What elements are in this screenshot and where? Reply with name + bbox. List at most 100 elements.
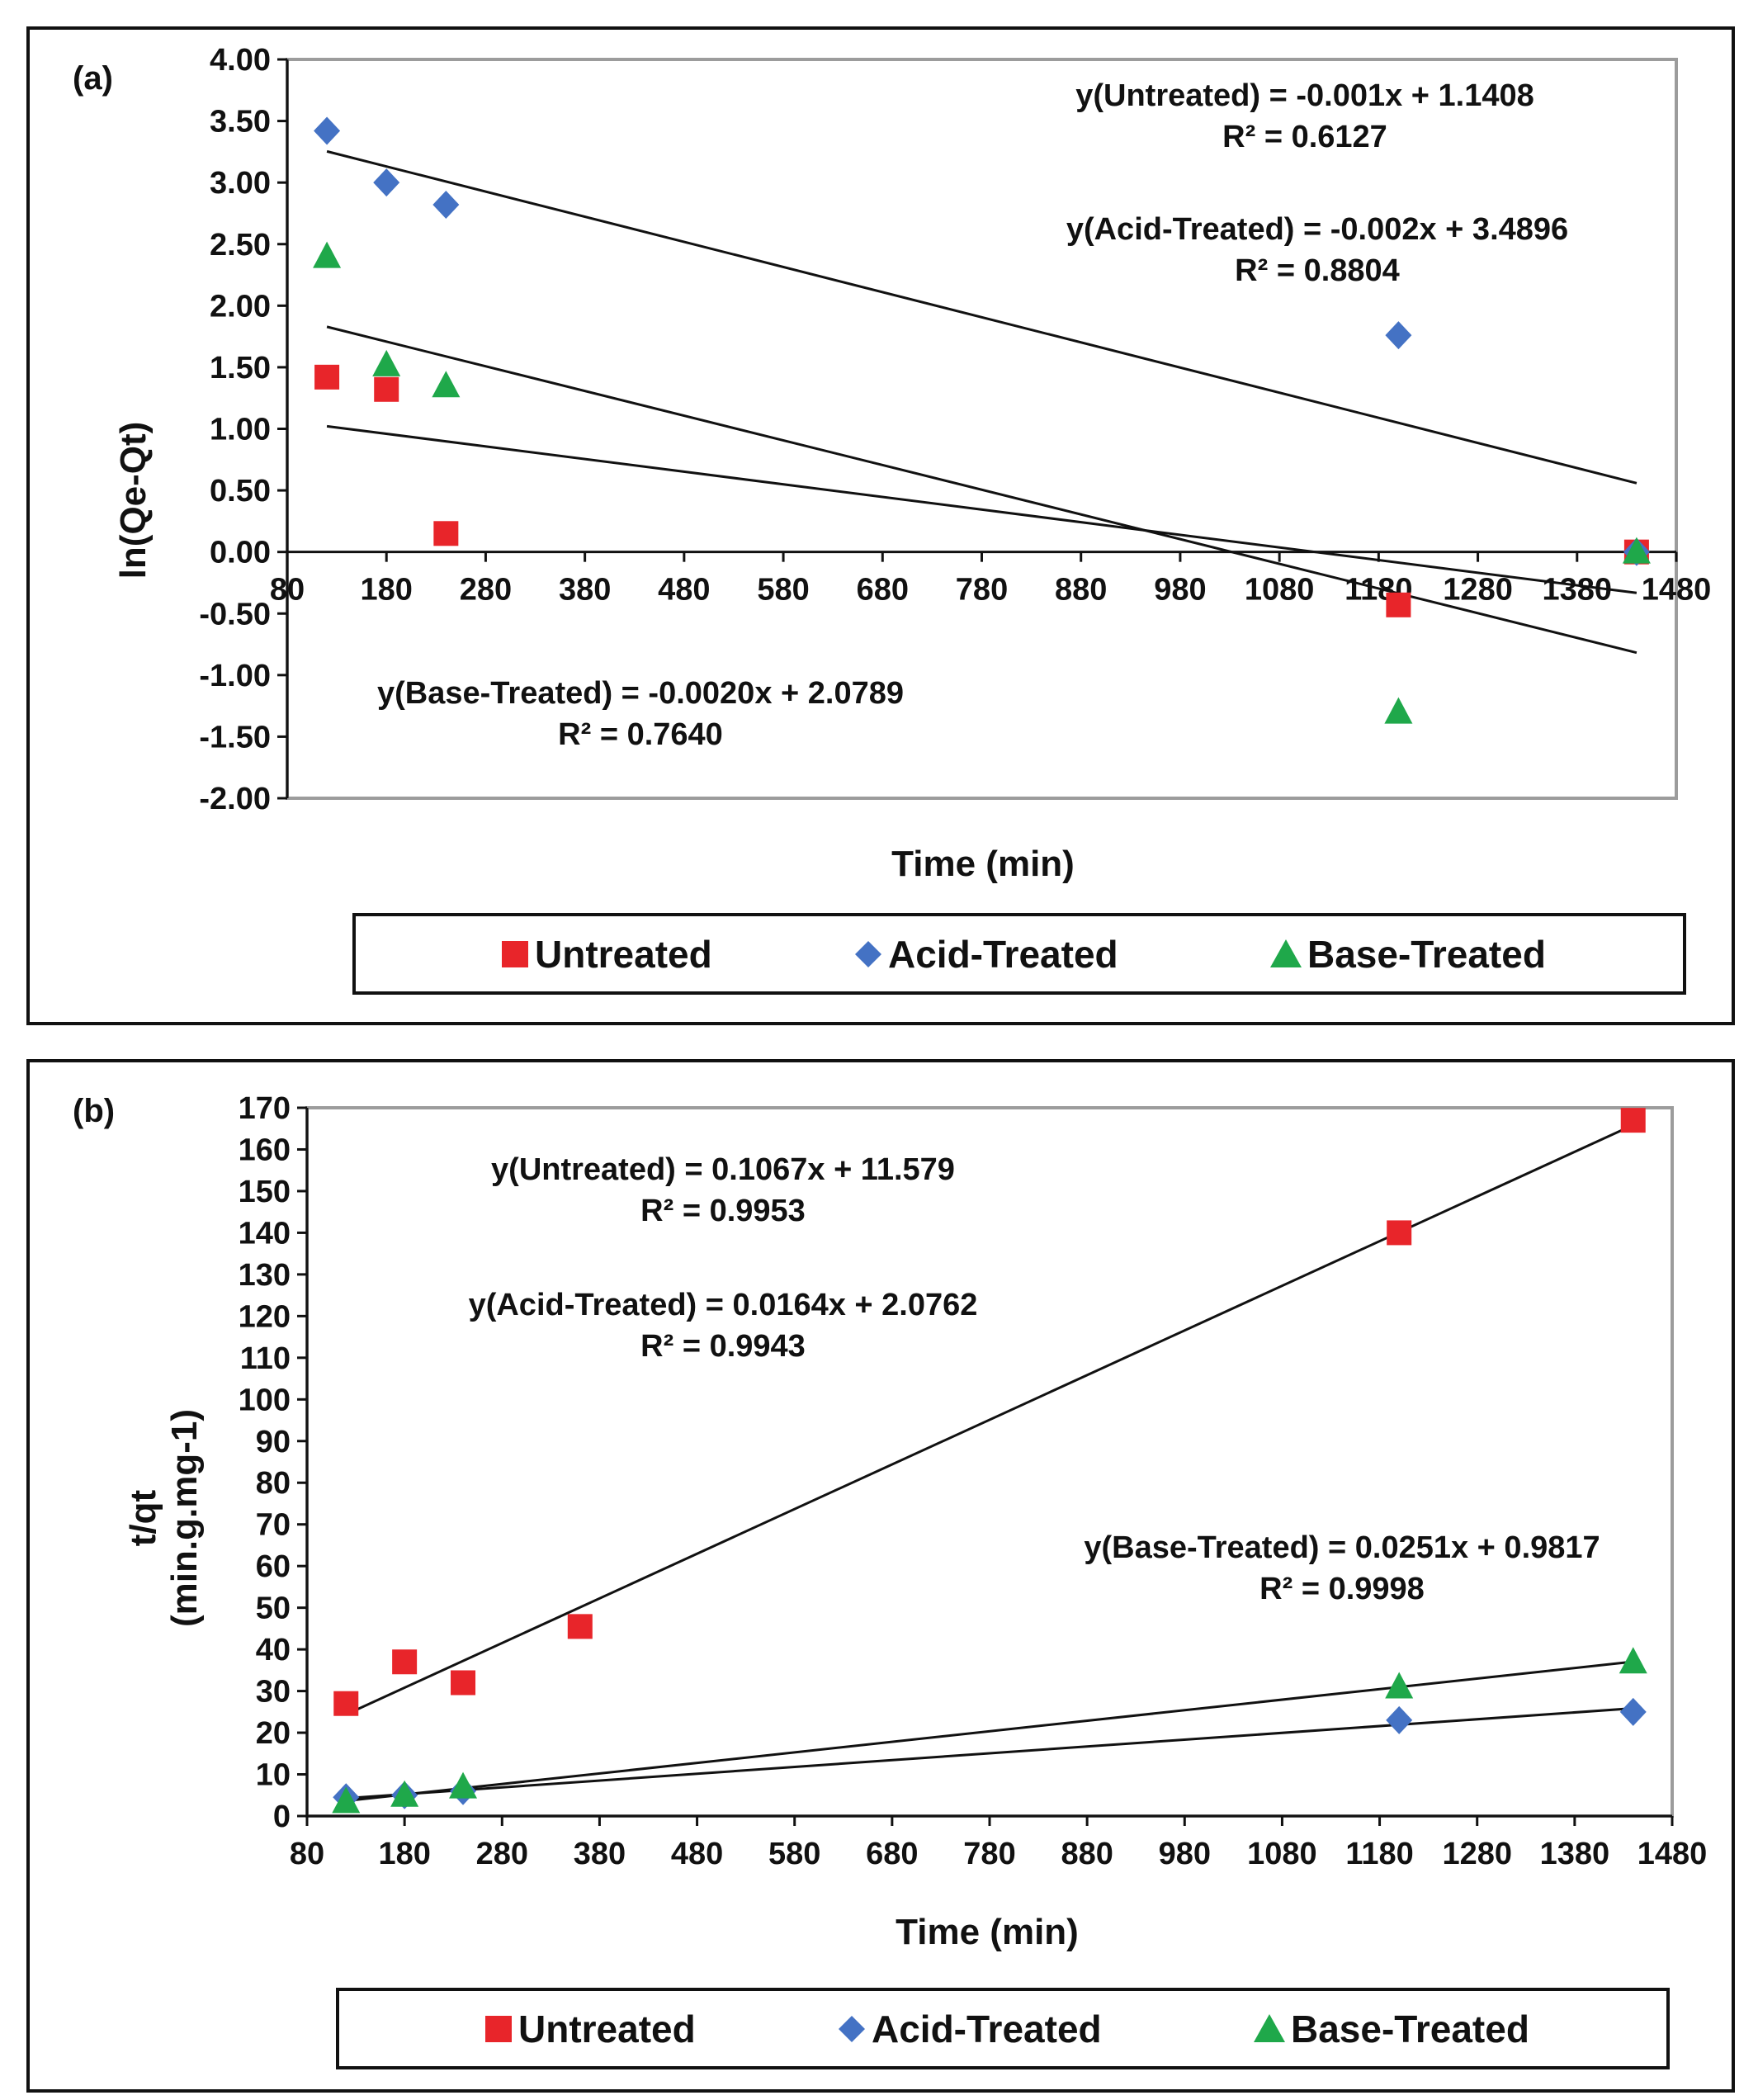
b-y-tick-label: 140: [239, 1216, 291, 1251]
chart-a-legend: Untreated Acid-Treated Base-Treated: [352, 913, 1686, 995]
chart-a-svg: (a) 4.00 3.50 3.00 2.50 2.00 1.50 1.00 0.50 0.00…: [73, 43, 1712, 995]
b-y-tick-label: 60: [256, 1549, 291, 1584]
a-point-untreated: [1386, 592, 1411, 617]
chart-a-eq-untreated: y(Untreated) = -0.001x + 1.1408: [1075, 78, 1534, 113]
chart-b-points: [332, 1108, 1647, 1814]
a-y-tick-label: 1.50: [210, 351, 271, 385]
b-y-tick-label: 160: [239, 1133, 291, 1167]
b-y-tick-label: 130: [239, 1258, 291, 1293]
a-y-tick-label: -0.50: [199, 597, 271, 631]
a-point-acid-treated: [314, 116, 341, 145]
b-point-acid-treated: [1386, 1705, 1413, 1734]
chart-b-r2-acid: R² = 0.9943: [640, 1329, 806, 1364]
a-x-tick-label: 1080: [1245, 573, 1315, 608]
a-x-tick-label: 480: [658, 573, 710, 608]
b-y-tick-label: 40: [256, 1633, 291, 1667]
b-point-acid-treated: [1619, 1697, 1647, 1726]
a-x-tick-label: 880: [1055, 573, 1107, 608]
legend-a-untreated: Untreated: [535, 933, 712, 976]
b-x-tick-label: 780: [963, 1837, 1015, 1871]
a-point-base-treated: [313, 241, 342, 268]
legend-b-untreated-marker: [485, 2016, 512, 2042]
a-y-tick-label: 2.00: [210, 289, 271, 324]
b-y-tick-label: 50: [256, 1592, 291, 1626]
chart-a-r2-base: R² = 0.7640: [558, 717, 723, 752]
b-y-tick-label: 80: [256, 1466, 291, 1501]
a-point-base-treated: [372, 349, 401, 376]
b-point-base-treated: [1619, 1647, 1647, 1674]
b-point-untreated: [392, 1649, 418, 1675]
a-y-tick-label: 3.50: [210, 105, 271, 140]
b-y-tick-label: 20: [256, 1716, 291, 1751]
b-y-tick-label: 30: [256, 1675, 291, 1710]
b-y-tick-label: 10: [256, 1758, 291, 1793]
b-point-base-treated: [332, 1786, 361, 1814]
legend-b-acid: Acid-Treated: [872, 2008, 1102, 2050]
b-x-tick-label: 180: [378, 1837, 430, 1871]
a-point-untreated: [314, 364, 340, 390]
b-x-tick-label: 1380: [1540, 1837, 1610, 1871]
a-trendline-triangle: [326, 325, 1637, 655]
a-x-tick-label: 680: [857, 573, 909, 608]
chart-b-axes: 1701601501401301201101009080706050403020…: [239, 1091, 1708, 1871]
b-x-tick-label: 1480: [1637, 1837, 1708, 1871]
b-y-tick-label: 110: [240, 1341, 291, 1376]
a-point-base-treated: [1622, 537, 1651, 564]
b-trendline-diamond: [346, 1707, 1633, 1800]
b-trendline-square: [345, 1123, 1634, 1716]
a-y-tick-label: 1.00: [210, 413, 271, 447]
a-y-tick-label: 2.50: [210, 228, 271, 262]
b-y-tick-label: 100: [239, 1383, 291, 1417]
b-y-tick-label: 170: [239, 1091, 291, 1126]
chart-b-eq-base: y(Base-Treated) = 0.0251x + 0.9817: [1084, 1530, 1600, 1565]
b-x-tick-label: 980: [1159, 1837, 1211, 1871]
b-point-untreated: [1387, 1220, 1412, 1246]
b-plot-frame: [305, 1106, 1674, 1818]
b-y-tick-label: 70: [256, 1508, 291, 1543]
chart-panel-b: (b) 170 160 150 140 130 120 110 100 90 80 70 60 50 40…: [26, 1059, 1735, 2093]
chart-a-eq-acid: y(Acid-Treated) = -0.002x + 3.4896: [1066, 212, 1568, 247]
chart-a-ylabel: ln(Qe-Qt): [113, 422, 154, 579]
legend-a-acid-marker: [855, 941, 881, 967]
b-x-tick-label: 1180: [1345, 1837, 1413, 1871]
b-x-tick-label: 80: [290, 1837, 324, 1871]
a-y-tick-label: 0.00: [210, 536, 271, 570]
a-trendline-square: [326, 424, 1637, 594]
legend-b-base-marker: [1254, 2014, 1285, 2042]
a-point-acid-treated: [1385, 321, 1412, 350]
legend-a-base-marker: [1270, 939, 1302, 967]
b-x-tick-label: 380: [574, 1837, 626, 1871]
b-x-tick-label: 880: [1061, 1837, 1113, 1871]
b-x-tick-label: 580: [768, 1837, 820, 1871]
b-x-tick-label: 480: [671, 1837, 723, 1871]
a-point-acid-treated: [432, 191, 460, 220]
a-point-untreated: [374, 376, 399, 402]
chart-a-r2-acid: R² = 0.8804: [1235, 253, 1400, 288]
a-point-base-treated: [1384, 697, 1413, 724]
b-point-untreated: [1620, 1108, 1646, 1133]
a-x-tick-label: 1280: [1443, 573, 1513, 608]
chart-b-xlabel: Time (min): [896, 1912, 1079, 1952]
a-point-untreated: [433, 521, 459, 546]
legend-b-acid-marker: [839, 2016, 865, 2042]
chart-b-r2-base: R² = 0.9998: [1259, 1572, 1425, 1606]
legend-a-base: Base-Treated: [1307, 933, 1546, 976]
a-trendline-diamond: [326, 149, 1637, 485]
b-point-base-treated: [390, 1780, 419, 1807]
b-trendline-triangle: [346, 1660, 1633, 1803]
legend-a-untreated-marker: [502, 941, 528, 967]
a-x-tick-label: 380: [559, 573, 611, 608]
a-point-base-treated: [432, 371, 461, 398]
chart-b-ylabel-1: t/qt: [123, 1489, 163, 1546]
a-x-tick-label: 1380: [1543, 573, 1613, 608]
chart-b-eq-untreated: y(Untreated) = 0.1067x + 11.579: [491, 1152, 955, 1187]
panel-label-b: (b): [73, 1093, 115, 1129]
chart-a-eq-base: y(Base-Treated) = -0.0020x + 2.0789: [377, 676, 904, 711]
panel-label-a: (a): [73, 60, 113, 97]
a-x-tick-label: 780: [956, 573, 1008, 608]
chart-a-points: [313, 116, 1651, 724]
b-point-untreated: [333, 1691, 359, 1716]
chart-b-eq-acid: y(Acid-Treated) = 0.0164x + 2.0762: [469, 1288, 978, 1322]
a-x-tick-label: 1480: [1642, 573, 1712, 608]
chart-b-ylabel-2: (min.g.mg-1): [164, 1409, 205, 1627]
